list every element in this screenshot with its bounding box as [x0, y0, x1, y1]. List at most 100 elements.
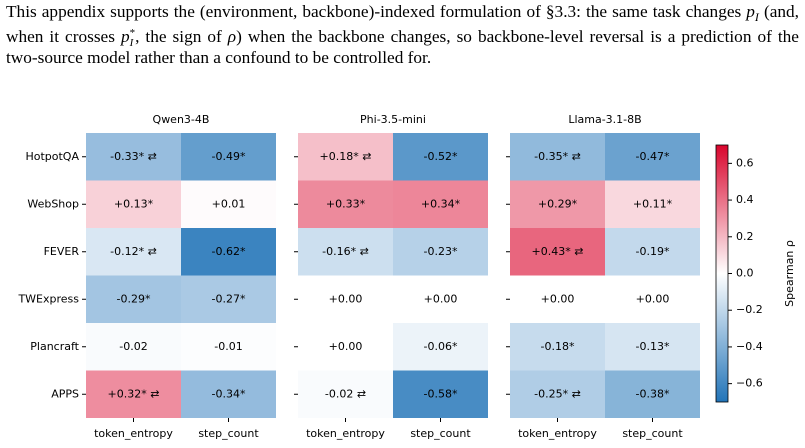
cell-label: -0.18* — [541, 340, 575, 353]
cell-label: -0.38* — [636, 387, 670, 400]
x-tick-label: token_entropy — [94, 427, 173, 440]
y-tick-label: HotpotQA — [25, 150, 79, 163]
math: p — [120, 27, 130, 47]
chart-title: Qwen3-4B — [153, 113, 210, 126]
y-tick-label: WebShop — [27, 197, 79, 210]
cell-label: -0.23* — [424, 245, 458, 258]
cell-label: +0.00 — [636, 292, 670, 305]
heatmap-cell — [181, 323, 276, 371]
text: This appendix supports the (environment,… — [6, 2, 747, 21]
heatmap-cell — [86, 275, 181, 323]
colorbar-tick-label: 0.2 — [736, 230, 754, 243]
math: I — [129, 37, 134, 50]
cell-label: +0.32* ⇄ — [108, 387, 160, 400]
heatmap-cell — [86, 370, 181, 418]
heatmap-cell — [393, 323, 488, 371]
math: * — [129, 27, 136, 40]
heatmap-cell — [298, 228, 393, 276]
cell-label: +0.18* ⇄ — [320, 150, 372, 163]
cell-label: +0.34* — [421, 197, 461, 210]
y-tick-label: TWExpress — [17, 292, 79, 305]
cell-label: -0.47* — [636, 150, 670, 163]
chart-title: Phi-3.5-mini — [360, 113, 426, 126]
text: , the sign of — [135, 27, 228, 47]
heatmap-cell — [298, 180, 393, 228]
heatmap-cell — [298, 323, 393, 371]
cell-label: -0.49* — [212, 150, 246, 163]
text: ) when the backbone changes, so backbone… — [6, 27, 799, 68]
cell-label: -0.19* — [636, 245, 670, 258]
y-tick-label: Plancraft — [30, 340, 79, 353]
x-tick-label: step_count — [198, 427, 259, 440]
cell-label: +0.43* ⇄ — [532, 245, 584, 258]
cell-label: -0.62* — [212, 245, 246, 258]
cell-label: -0.33* ⇄ — [110, 150, 157, 163]
heatmap-cell — [86, 228, 181, 276]
cell-label: -0.16* ⇄ — [322, 245, 369, 258]
y-tick-label: FEVER — [44, 245, 80, 258]
cell-label: -0.01 — [214, 340, 242, 353]
cell-label: +0.11* — [633, 197, 673, 210]
heatmap-cell — [393, 228, 488, 276]
colorbar — [715, 144, 729, 403]
heatmap-cell — [510, 370, 605, 418]
heatmap-cell — [393, 180, 488, 228]
heatmap-cell — [181, 275, 276, 323]
x-tick-label: token_entropy — [518, 427, 597, 440]
heatmap-cell — [393, 275, 488, 323]
cell-label: -0.34* — [212, 387, 246, 400]
colorbar-label: Spearman ρ — [783, 240, 796, 307]
heatmap-cell — [181, 133, 276, 181]
cell-label: +0.13* — [114, 197, 154, 210]
heatmap-cell — [298, 370, 393, 418]
heatmap-cell — [510, 133, 605, 181]
heatmap-cell — [605, 370, 700, 418]
cell-label: -0.52* — [424, 150, 458, 163]
chart-title: Llama-3.1-8B — [568, 113, 641, 126]
heatmap-cell — [298, 133, 393, 181]
heatmap-cell — [181, 370, 276, 418]
heatmap-cell — [510, 180, 605, 228]
colorbar-tick-label: −0.2 — [736, 303, 763, 316]
heatmap-cell — [510, 228, 605, 276]
heatmap-cell — [86, 133, 181, 181]
cell-label: -0.12* ⇄ — [110, 245, 157, 258]
colorbar-tick-label: −0.6 — [736, 377, 763, 390]
heatmap-cell — [510, 275, 605, 323]
heatmap-cell — [393, 370, 488, 418]
cell-label: +0.29* — [538, 197, 578, 210]
colorbar-tick-label: 0.6 — [736, 156, 754, 169]
cell-label: -0.02 ⇄ — [325, 387, 366, 400]
x-tick-label: step_count — [410, 427, 471, 440]
math: ρ — [227, 27, 237, 47]
heatmap-cell — [510, 323, 605, 371]
heatmap-cell — [181, 228, 276, 276]
cell-label: -0.58* — [424, 387, 458, 400]
cell-label: +0.00 — [424, 292, 458, 305]
heatmap-cell — [181, 180, 276, 228]
x-tick-label: step_count — [622, 427, 683, 440]
cell-label: -0.27* — [212, 292, 246, 305]
heatmap-cell — [86, 323, 181, 371]
heatmap-cell — [298, 275, 393, 323]
heatmap-cell — [605, 180, 700, 228]
cell-label: +0.00 — [329, 340, 363, 353]
heatmap-cell — [393, 133, 488, 181]
heatmap-cell — [605, 228, 700, 276]
text: (and, when it crosses — [6, 2, 799, 47]
cell-label: -0.29* — [117, 292, 151, 305]
cell-label: -0.35* ⇄ — [534, 150, 581, 163]
math: p — [746, 2, 755, 21]
heatmap-cell — [605, 323, 700, 371]
math: I — [754, 10, 759, 25]
cell-label: -0.25* ⇄ — [534, 387, 581, 400]
cell-label: -0.02 — [119, 340, 147, 353]
cell-label: +0.00 — [329, 292, 363, 305]
cell-label: -0.13* — [636, 340, 670, 353]
heatmap-cell — [605, 275, 700, 323]
cell-label: -0.06* — [424, 340, 458, 353]
heatmap-cell — [86, 180, 181, 228]
cell-label: +0.00 — [541, 292, 575, 305]
